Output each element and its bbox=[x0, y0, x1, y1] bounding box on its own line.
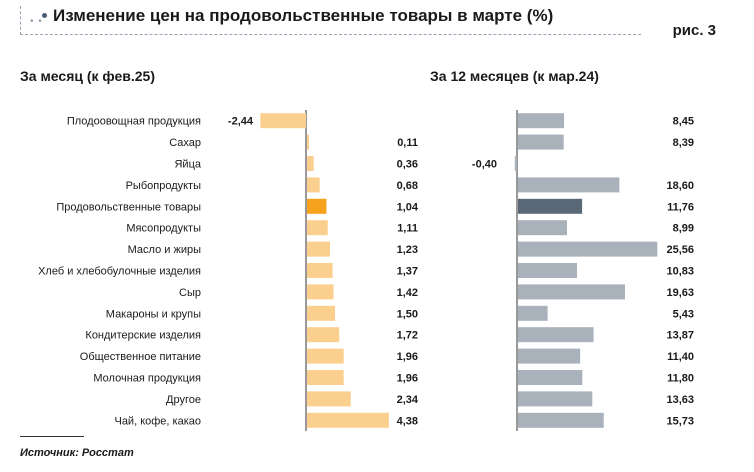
month-value-label: 0,68 bbox=[397, 180, 418, 192]
year-bar bbox=[518, 263, 578, 278]
year-bar bbox=[518, 241, 658, 257]
category-label: Яйца bbox=[174, 159, 201, 171]
month-value-label: 0,36 bbox=[397, 159, 418, 171]
year-value-label: 13,87 bbox=[666, 330, 694, 342]
year-bar bbox=[518, 113, 565, 129]
month-value-label: -2,44 bbox=[228, 116, 254, 128]
category-label: Продовольственные товары bbox=[56, 201, 201, 213]
year-bar bbox=[518, 284, 625, 300]
month-bar bbox=[307, 156, 314, 171]
category-label: Молочная продукция bbox=[93, 373, 201, 385]
right-panel-title: За 12 месяцев (к мар.24) bbox=[430, 68, 599, 84]
year-value-label: 13,63 bbox=[666, 394, 694, 406]
category-label: Плодоовощная продукция bbox=[67, 116, 201, 128]
month-value-label: 2,34 bbox=[397, 394, 419, 406]
month-bar bbox=[307, 241, 331, 257]
year-bar bbox=[518, 327, 594, 343]
month-bar bbox=[307, 134, 310, 150]
chart-title: Изменение цен на продовольственные товар… bbox=[53, 6, 554, 25]
year-bar bbox=[514, 156, 517, 171]
category-label: Другое bbox=[166, 394, 201, 406]
category-label: Рыбопродукты bbox=[126, 180, 202, 192]
year-value-label: 8,39 bbox=[673, 137, 694, 149]
month-value-label: 1,04 bbox=[397, 201, 419, 213]
month-value-label: 1,72 bbox=[397, 330, 418, 342]
title-dots-decoration: • • bbox=[30, 16, 43, 27]
month-bar bbox=[307, 370, 344, 385]
year-bar bbox=[518, 134, 564, 150]
year-bar bbox=[518, 348, 581, 364]
month-bar bbox=[307, 220, 328, 236]
source-note: Источник: Росстат bbox=[20, 447, 134, 459]
month-value-label: 4,38 bbox=[397, 415, 418, 427]
year-value-label: 18,60 bbox=[666, 180, 694, 192]
month-value-label: 1,42 bbox=[397, 287, 418, 299]
month-value-label: 0,11 bbox=[397, 137, 418, 149]
source-divider bbox=[20, 436, 84, 437]
year-value-label: -0,40 bbox=[472, 159, 497, 171]
year-value-label: 8,45 bbox=[673, 116, 694, 128]
month-value-label: 1,96 bbox=[397, 351, 418, 363]
category-label: Кондитерские изделия bbox=[85, 330, 201, 342]
year-value-label: 11,80 bbox=[667, 373, 694, 385]
title-frame bbox=[20, 6, 641, 35]
month-value-label: 1,11 bbox=[397, 223, 418, 235]
month-bar bbox=[307, 177, 320, 193]
year-bar bbox=[518, 220, 567, 236]
month-bar bbox=[307, 348, 344, 364]
month-bar bbox=[307, 391, 351, 407]
month-bar bbox=[307, 263, 333, 278]
category-label: Масло и жиры bbox=[128, 244, 201, 256]
month-value-label: 1,37 bbox=[397, 266, 418, 278]
title-bullet-icon bbox=[42, 13, 47, 18]
category-label: Мясопродукты bbox=[126, 223, 201, 235]
category-label: Общественное питание bbox=[80, 351, 201, 363]
category-label: Сахар bbox=[169, 137, 201, 149]
month-bar bbox=[307, 198, 327, 214]
month-bar bbox=[307, 412, 389, 428]
month-value-label: 1,50 bbox=[397, 308, 418, 320]
month-bar bbox=[307, 327, 340, 343]
month-bar bbox=[260, 113, 306, 129]
year-value-label: 19,63 bbox=[666, 287, 694, 299]
left-panel-title: За месяц (к фев.25) bbox=[20, 68, 155, 84]
month-value-label: 1,23 bbox=[397, 244, 418, 256]
year-value-label: 11,76 bbox=[667, 201, 694, 213]
year-bar bbox=[518, 391, 593, 407]
year-bar bbox=[518, 412, 604, 428]
month-value-label: 1,96 bbox=[397, 373, 418, 385]
category-label: Чай, кофе, какао bbox=[114, 415, 201, 427]
year-value-label: 10,83 bbox=[666, 266, 694, 278]
year-value-label: 8,99 bbox=[673, 223, 694, 235]
category-label: Макароны и крупы bbox=[106, 308, 201, 320]
figure-label: рис. 3 bbox=[672, 22, 716, 39]
year-bar bbox=[518, 177, 620, 193]
category-label: Хлеб и хлебобулочные изделия bbox=[38, 266, 201, 278]
year-bar bbox=[518, 305, 548, 321]
year-value-label: 25,56 bbox=[666, 244, 694, 256]
year-bar bbox=[518, 370, 583, 385]
year-value-label: 5,43 bbox=[673, 308, 694, 320]
month-bar bbox=[307, 284, 334, 300]
category-label: Сыр bbox=[179, 287, 201, 299]
year-bar bbox=[518, 198, 583, 214]
month-bar bbox=[307, 305, 336, 321]
year-value-label: 11,40 bbox=[667, 351, 694, 363]
year-value-label: 15,73 bbox=[666, 415, 694, 427]
